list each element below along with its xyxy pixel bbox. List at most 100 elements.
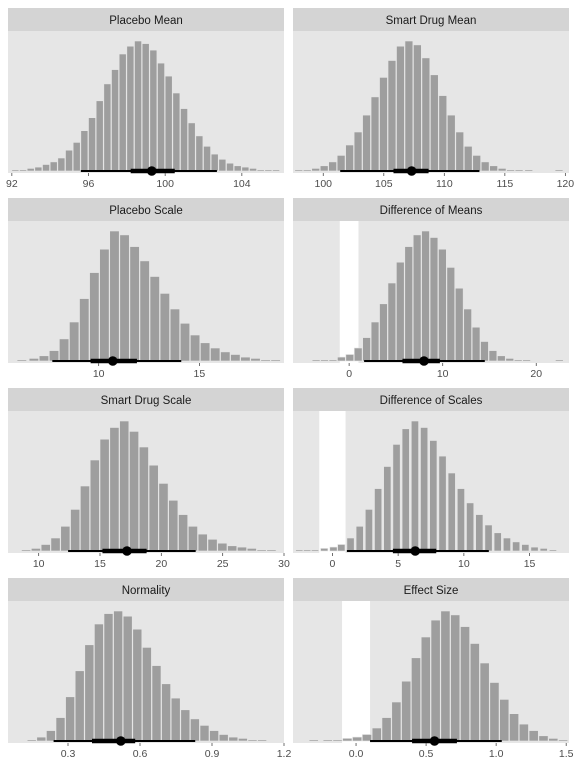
histogram-bar <box>250 358 261 362</box>
histogram-bar <box>178 514 189 552</box>
histogram-bar <box>463 146 473 172</box>
histogram-bar <box>256 549 267 552</box>
histogram-bar <box>74 670 85 742</box>
x-tick-label: 0 <box>330 558 336 570</box>
histogram-bar <box>79 298 90 362</box>
histogram-bar <box>241 166 250 172</box>
histogram-bar <box>217 542 228 552</box>
histogram-bar <box>103 613 114 742</box>
histogram-bar <box>40 544 51 552</box>
histogram-bar <box>329 546 338 552</box>
histogram-bar <box>126 45 135 172</box>
facet-panel: Placebo Scale 10 15 <box>8 198 284 380</box>
histogram-bar <box>195 135 204 172</box>
histogram-bar <box>168 499 179 552</box>
histogram-bar <box>353 347 363 362</box>
facet-title: Normality <box>122 585 171 597</box>
histogram-bar <box>374 488 383 552</box>
histogram-bar <box>170 697 181 742</box>
histogram-bar <box>113 610 123 742</box>
histogram-bar <box>429 237 439 362</box>
histogram-bar <box>190 334 201 362</box>
histogram-bar <box>337 544 346 552</box>
histogram-bar <box>469 643 480 742</box>
histogram-bar <box>138 446 149 552</box>
histogram-bar <box>89 459 100 552</box>
histogram-bar <box>19 169 27 172</box>
histogram-bar <box>337 356 346 362</box>
facet-panel: Smart Drug Scale 10 15 20 25 30 <box>8 388 290 570</box>
histogram-bar <box>141 43 150 172</box>
histogram-bar <box>65 696 75 742</box>
histogram-bar <box>401 680 412 742</box>
histogram-bar <box>180 709 191 742</box>
histogram-bar <box>401 428 410 552</box>
histogram-bar <box>238 738 248 742</box>
histogram-bar <box>429 440 438 552</box>
histogram-bar <box>72 142 81 172</box>
x-tick-label: 15 <box>94 558 106 570</box>
histogram-bar <box>249 168 257 172</box>
histogram-bar <box>379 77 388 172</box>
histogram-bar <box>179 322 191 362</box>
histogram-bar <box>524 169 533 172</box>
histogram-bar <box>512 541 521 552</box>
facet-panel: Placebo Mean 92 96 100 104 <box>6 8 284 190</box>
histogram-bar <box>455 131 464 172</box>
histogram-bar <box>237 546 247 552</box>
x-tick-label: 25 <box>217 558 229 570</box>
histogram-bar <box>118 53 127 172</box>
histogram-bar <box>370 96 380 172</box>
facet-panel: Difference of Scales 0 5 10 15 <box>293 388 569 570</box>
histogram-bar <box>548 549 557 552</box>
histogram-bar <box>489 165 498 172</box>
histogram-bar <box>379 303 388 362</box>
histogram-bar <box>319 165 329 172</box>
histogram-bar <box>488 350 498 362</box>
histogram-bar <box>455 287 464 362</box>
histogram-bar <box>50 537 61 552</box>
histogram-bar <box>295 549 304 552</box>
histogram-bar <box>558 739 568 742</box>
histogram-bar <box>132 628 143 742</box>
histogram-bar <box>172 92 181 172</box>
histogram-bar <box>320 359 329 362</box>
histogram-bar <box>142 647 152 742</box>
histogram-bar <box>528 730 539 742</box>
histogram-bar <box>69 321 80 362</box>
histogram-bar <box>26 168 35 172</box>
histogram-bar <box>538 735 549 742</box>
histogram-bar <box>218 734 229 742</box>
histogram-bar <box>16 359 27 362</box>
histogram-bar <box>256 169 265 172</box>
histogram-bar <box>89 272 100 362</box>
histogram-bar <box>266 549 277 552</box>
facet-title: Difference of Means <box>380 205 483 217</box>
histogram-bar <box>497 168 507 172</box>
histogram-bar <box>396 261 405 362</box>
histogram-bar <box>396 45 405 172</box>
histogram-bar <box>479 662 490 742</box>
histogram-bar <box>26 739 37 742</box>
histogram-bar <box>342 738 353 742</box>
histogram-bar <box>391 701 402 742</box>
histogram-bar <box>55 717 66 742</box>
x-tick-label: 0 <box>346 368 352 380</box>
histogram-bar <box>502 537 511 552</box>
histogram-bar <box>440 610 451 742</box>
x-tick-label: 10 <box>93 368 105 380</box>
x-tick-label: 92 <box>6 178 18 190</box>
histogram-bar <box>460 626 470 742</box>
x-tick-label: 104 <box>233 178 251 190</box>
histogram-bar <box>94 623 104 742</box>
histogram-bar <box>38 355 49 362</box>
histogram-bar <box>42 164 50 172</box>
histogram-bar <box>246 548 257 552</box>
histogram-bar <box>199 725 210 742</box>
histogram-bar <box>530 546 539 552</box>
histogram-bar <box>200 342 211 362</box>
x-tick-label: 1.5 <box>559 748 574 760</box>
histogram-bar <box>514 169 524 172</box>
histogram-bar <box>272 169 280 172</box>
x-tick-label: 100 <box>314 178 332 190</box>
